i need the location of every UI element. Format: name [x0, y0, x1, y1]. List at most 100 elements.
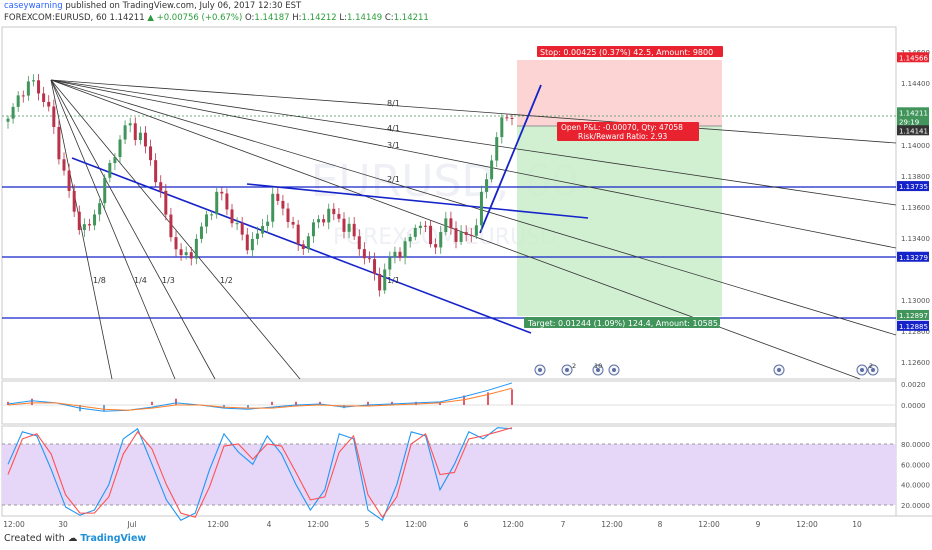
candle-body: [149, 146, 153, 161]
candle-body: [505, 117, 509, 119]
candle-body: [235, 223, 239, 225]
price-tick-label: 1.13600: [901, 204, 930, 212]
stoch-tick-label: 60.0000: [901, 461, 930, 469]
candle-body: [317, 219, 321, 223]
gann-fan-label: 1/8: [93, 276, 106, 285]
candle-body: [388, 257, 392, 270]
candle-body: [82, 224, 86, 230]
price-tag-label: 1.12885: [899, 323, 928, 331]
candle-body: [327, 208, 331, 223]
time-tick-label: 12:00: [698, 520, 720, 529]
candle-body: [398, 251, 402, 258]
macd-histogram: [7, 389, 513, 412]
last-price: 1.14211: [109, 13, 145, 23]
open-pnl-label: Open P&L: -0.00070, Qty: 47058: [561, 123, 683, 132]
candle-body: [266, 221, 270, 226]
gann-fan-line: [50, 79, 113, 380]
stoch-axis: 80.0000 60.0000 40.0000 20.0000: [901, 441, 930, 510]
profit-target-zone[interactable]: [517, 126, 722, 316]
candle-body: [286, 208, 290, 222]
price-tag-label: 1.14141: [899, 127, 928, 135]
time-tick-label: 7: [561, 520, 566, 529]
candle-body: [31, 80, 35, 82]
author-link[interactable]: caseywarning: [4, 1, 63, 11]
candle-body: [469, 234, 473, 236]
candle-body: [271, 193, 275, 222]
breakout-trend-line[interactable]: [479, 84, 542, 234]
stop-loss-zone[interactable]: [517, 60, 722, 126]
publisher-line: caseywarning published on TradingView.co…: [4, 1, 301, 11]
candle-body: [332, 208, 336, 215]
candle-body: [479, 191, 483, 226]
candle-body: [500, 117, 504, 138]
candle-body: [93, 214, 97, 226]
time-tick-label: 30: [58, 520, 68, 529]
candle-body: [449, 218, 453, 229]
price-tick-label: 1.14400: [901, 80, 930, 88]
time-tick-label: 12:00: [3, 520, 25, 529]
candle-body: [301, 244, 305, 249]
candle-body: [108, 163, 112, 178]
candle-body: [169, 214, 173, 238]
candle-body: [495, 137, 499, 161]
gann-fan-label: 1/4: [134, 276, 147, 285]
candle-body: [113, 156, 117, 164]
candle-body: [62, 159, 66, 171]
price-tick-label: 1.13400: [901, 235, 930, 243]
event-marker-dot: [596, 368, 600, 372]
stoch-tick-label: 40.0000: [901, 482, 930, 490]
time-tick-label: 12:00: [502, 520, 524, 529]
time-tick-label: 9: [756, 520, 761, 529]
ohlc-o-value: 1.14187: [254, 13, 290, 23]
candle-body: [52, 106, 56, 127]
candle-body: [434, 244, 438, 248]
candle-body: [439, 232, 443, 248]
price-tag-box: [897, 125, 929, 136]
candle-body: [474, 225, 478, 236]
candle-body: [373, 259, 377, 274]
gann-fan-label: 1/1: [387, 276, 400, 285]
candle-body: [47, 101, 51, 107]
target-label-box: [524, 317, 720, 328]
wedge-upper-line[interactable]: [246, 183, 589, 219]
ohlc-h-label: H:: [289, 13, 302, 23]
candle-body: [87, 224, 91, 226]
gann-fan-line: [50, 79, 897, 144]
candle-body: [164, 190, 168, 215]
candle-body: [194, 238, 198, 259]
stoch-k-line: [7, 427, 513, 522]
candle-body: [103, 177, 107, 204]
stop-label-box: [537, 46, 723, 57]
candle-body: [205, 214, 209, 227]
candle-body: [367, 258, 371, 260]
macd-tick-label: 0.0020: [901, 381, 926, 389]
risk-reward-label: Risk/Reward Ratio: 2.93: [578, 132, 667, 141]
time-tick-label: 12:00: [601, 520, 623, 529]
ohlc-h-value: 1.14212: [301, 13, 337, 23]
tradingview-brand[interactable]: TradingView: [80, 533, 147, 544]
candle-body: [98, 203, 102, 215]
candle-body: [240, 223, 244, 235]
event-marker-dot: [860, 368, 864, 372]
candle-body: [11, 106, 15, 119]
footer: Created with ☁ TradingView: [4, 533, 146, 544]
ohlc-c-label: C:: [382, 13, 394, 23]
candle-body: [429, 225, 433, 245]
macd-pane[interactable]: [1, 380, 897, 425]
candle-body: [250, 238, 254, 251]
price-change: ▲ +0.00756 (+0.67%): [147, 13, 243, 23]
signal-line: [7, 387, 513, 411]
symbol-label: FOREXCOM:EURUSD, 60: [4, 13, 107, 23]
time-tick-label: 12:00: [405, 520, 427, 529]
symbol-line: FOREXCOM:EURUSD, 60 1.14211 ▲ +0.00756 (…: [4, 13, 429, 23]
event-markers[interactable]: 2 10 2: [534, 362, 879, 376]
gann-fan-line: [50, 79, 216, 380]
gann-fan-line: [50, 79, 301, 380]
price-tag-label: 29:19: [899, 118, 919, 126]
gann-fan-label: 1/3: [162, 276, 175, 285]
candle-body: [276, 193, 280, 201]
candle-body: [413, 228, 417, 237]
candle-body: [57, 126, 61, 160]
descending-channel-line[interactable]: [71, 157, 532, 334]
